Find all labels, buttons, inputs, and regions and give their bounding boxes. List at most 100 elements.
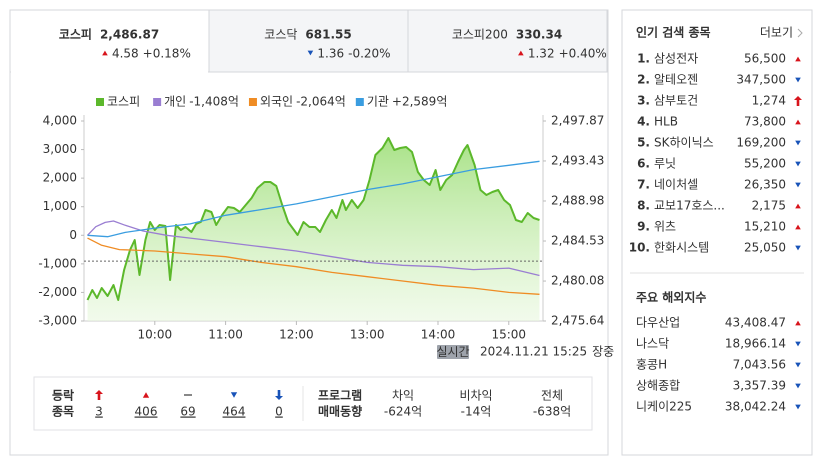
tab-change: 1.36 [317,47,344,61]
breadth-label: 종목 [52,405,74,419]
y-tick-label: 2,000 [43,171,77,185]
index-tab[interactable] [9,9,210,73]
x-tick-label: 12:00 [279,328,314,342]
world-index-name[interactable]: 홍콩H [636,358,667,372]
legend-value: -1,408억 [189,95,239,109]
stock-price: 15,210 [744,220,786,234]
program-column-name: 차익 [392,389,414,403]
stock-name[interactable]: 삼성전자 [654,52,698,66]
more-chevron [797,28,803,38]
x-tick-label: 10:00 [138,328,173,342]
datetime: 2024.11.21 15:25 [480,345,587,359]
stock-price: 2,175 [752,199,786,213]
y2-tick-label: 2,497.87 [551,114,604,128]
realtime-badge-text: 실시간 [436,345,469,359]
down-icon [230,392,238,398]
more-link[interactable]: 더보기 [760,26,793,40]
down-icon [795,383,801,389]
market-status: 장중 [592,345,614,359]
tab-value: 681.55 [305,28,351,42]
y-tick-label: 4,000 [43,114,77,128]
up-icon [795,119,801,125]
world-index-value: 3,357.39 [733,379,786,393]
breadth-count[interactable]: 464 [223,405,246,419]
tab-rate: +0.40% [559,47,607,61]
tab-name: 코스피200 [452,28,508,42]
breadth-count[interactable]: 69 [180,405,195,419]
y-tick-label: 0 [69,228,77,242]
down-icon [795,140,801,146]
breadth-count[interactable]: 406 [135,405,158,419]
upper-limit-icon [794,96,802,106]
up-icon [142,392,150,398]
rank: 1. [637,52,650,66]
series-line [87,220,540,277]
stock-name[interactable]: 위츠 [654,220,676,234]
rank: 6. [637,157,650,171]
side-panel [621,9,813,456]
y2-tick-label: 2,484.53 [551,234,604,248]
stock-name[interactable]: 네이처셀 [654,178,698,192]
popular-title: 인기 검색 종목 [636,25,711,40]
program-column-name: 전체 [541,389,563,403]
rank: 2. [637,73,650,87]
y2-tick-label: 2,480.08 [551,274,604,288]
stock-name[interactable]: 교보17호스... [654,199,725,213]
y2-tick-label: 2,493.43 [551,153,604,167]
stock-price: 347,500 [736,73,786,87]
tab-change: 1.32 [528,47,555,61]
stock-name[interactable]: HLB [654,115,678,129]
program-label: 프로그램 [318,388,362,403]
down-icon [795,362,801,368]
stock-name[interactable]: SK하이닉스 [654,136,714,150]
y2-tick-label: 2,475.64 [551,314,604,328]
tab-rate: -0.20% [348,47,390,61]
world-index-value: 7,043.56 [733,358,786,372]
world-index-name[interactable]: 다우산업 [636,316,680,330]
index-tab[interactable] [407,9,608,73]
legend-value: -2,064억 [296,95,346,109]
series-line [87,160,540,238]
stock-name[interactable]: 한화시스템 [654,241,709,255]
y-tick-label: -2,000 [38,285,77,299]
world-title: 주요 해외지수 [636,290,706,305]
down-icon [795,245,801,251]
up-icon [795,224,801,230]
program-column-value: -14억 [461,405,492,419]
legend-label: 외국인 [260,95,293,109]
legend-label: 기관 [367,95,389,109]
stock-name[interactable]: 알테오젠 [654,73,698,87]
tab-rate: +0.18% [143,47,191,61]
stock-name[interactable]: 삼부토건 [654,94,698,108]
down-icon [307,50,314,56]
y2-tick-label: 2,488.98 [551,193,604,207]
tab-value: 2,486.87 [100,28,159,42]
series-line [87,237,540,295]
x-tick-label: 11:00 [208,328,243,342]
tab-cover [11,70,208,74]
down-icon [795,341,801,347]
legend-swatch [355,98,364,106]
up-icon [795,320,801,326]
stock-price: 55,200 [744,157,786,171]
legend-label: 코스피 [107,95,140,109]
legend-label: 개인 [164,95,186,109]
stock-price: 25,050 [744,241,786,255]
up-icon [102,50,108,56]
world-index-name[interactable]: 상해종합 [636,379,680,393]
rank: 8. [637,199,650,213]
stock-price: 169,200 [736,136,786,150]
flat-icon [184,394,192,396]
breadth-count[interactable]: 0 [275,405,283,419]
tab-name: 코스닥 [264,28,297,42]
stock-name[interactable]: 루닛 [654,157,676,171]
breadth-count[interactable]: 3 [95,405,103,419]
rank: 5. [637,136,650,150]
world-index-value: 43,408.47 [725,316,786,330]
y-tick-label: 3,000 [43,142,77,156]
world-index-name[interactable]: 니케이225 [636,400,692,414]
realtime-badge [437,345,469,359]
rank: 10. [629,241,650,255]
world-index-name[interactable]: 나스닥 [636,337,669,351]
